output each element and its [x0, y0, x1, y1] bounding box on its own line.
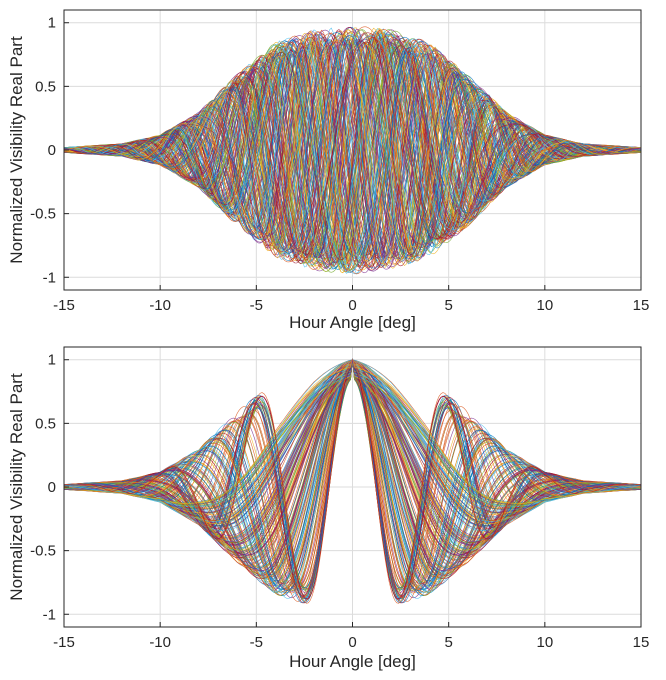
x-tick-label: 10 [536, 634, 553, 651]
top-tick-labels: -15 -10 -5 0 5 10 15 -1 -0.5 0 0.5 1 [30, 15, 649, 314]
series-line [64, 359, 641, 571]
y-tick-label: -1 [43, 269, 56, 286]
series-line [64, 41, 641, 257]
x-tick-label: 10 [536, 297, 553, 314]
x-tick-label: 15 [633, 297, 650, 314]
x-tick-label: 0 [348, 634, 356, 651]
top-x-axis-label: Hour Angle [deg] [289, 313, 416, 332]
x-tick-label: -15 [53, 634, 75, 651]
bottom-axes: -15 -10 -5 0 5 10 15 -1 -0.5 0 0.5 1 Hour Angle [de… [7, 346, 649, 671]
top-series-group [64, 26, 641, 275]
series-line [64, 36, 641, 264]
y-tick-label: -0.5 [30, 206, 56, 223]
y-tick-label: 0 [48, 479, 56, 496]
y-tick-label: -0.5 [30, 543, 56, 560]
top-y-axis-label: Normalized Visibility Real Part [7, 36, 26, 264]
x-tick-label: 5 [444, 297, 452, 314]
y-tick-label: 0 [48, 142, 56, 159]
x-tick-label: 5 [444, 634, 452, 651]
series-line [64, 37, 641, 258]
bottom-y-axis-label: Normalized Visibility Real Part [7, 373, 26, 601]
x-tick-label: -10 [149, 297, 171, 314]
series-line [64, 29, 641, 272]
bottom-tick-labels: -15 -10 -5 0 5 10 15 -1 -0.5 0 0.5 1 [30, 352, 649, 651]
y-tick-label: 0.5 [35, 78, 56, 95]
series-line [64, 40, 641, 253]
x-tick-label: 0 [348, 297, 356, 314]
series-line [64, 44, 641, 271]
y-tick-label: 0.5 [35, 415, 56, 432]
x-tick-label: -15 [53, 297, 75, 314]
top-axes: -15 -10 -5 0 5 10 15 -1 -0.5 0 0.5 1 Hour Angle [de… [7, 9, 649, 332]
series-line [64, 44, 641, 255]
series-line [64, 41, 641, 253]
bottom-x-axis-label: Hour Angle [deg] [289, 652, 416, 671]
y-tick-label: -1 [43, 606, 56, 623]
x-tick-label: -10 [149, 634, 171, 651]
y-tick-label: 1 [48, 352, 56, 369]
series-line [64, 38, 641, 265]
series-line [64, 31, 641, 266]
series-line [64, 42, 641, 259]
series-line [64, 44, 641, 255]
y-tick-label: 1 [48, 15, 56, 32]
x-tick-label: -5 [250, 297, 263, 314]
series-line [64, 34, 641, 264]
series-line [64, 40, 641, 261]
x-tick-label: -5 [250, 634, 263, 651]
bottom-series-group [64, 358, 641, 604]
x-tick-label: 15 [633, 634, 650, 651]
